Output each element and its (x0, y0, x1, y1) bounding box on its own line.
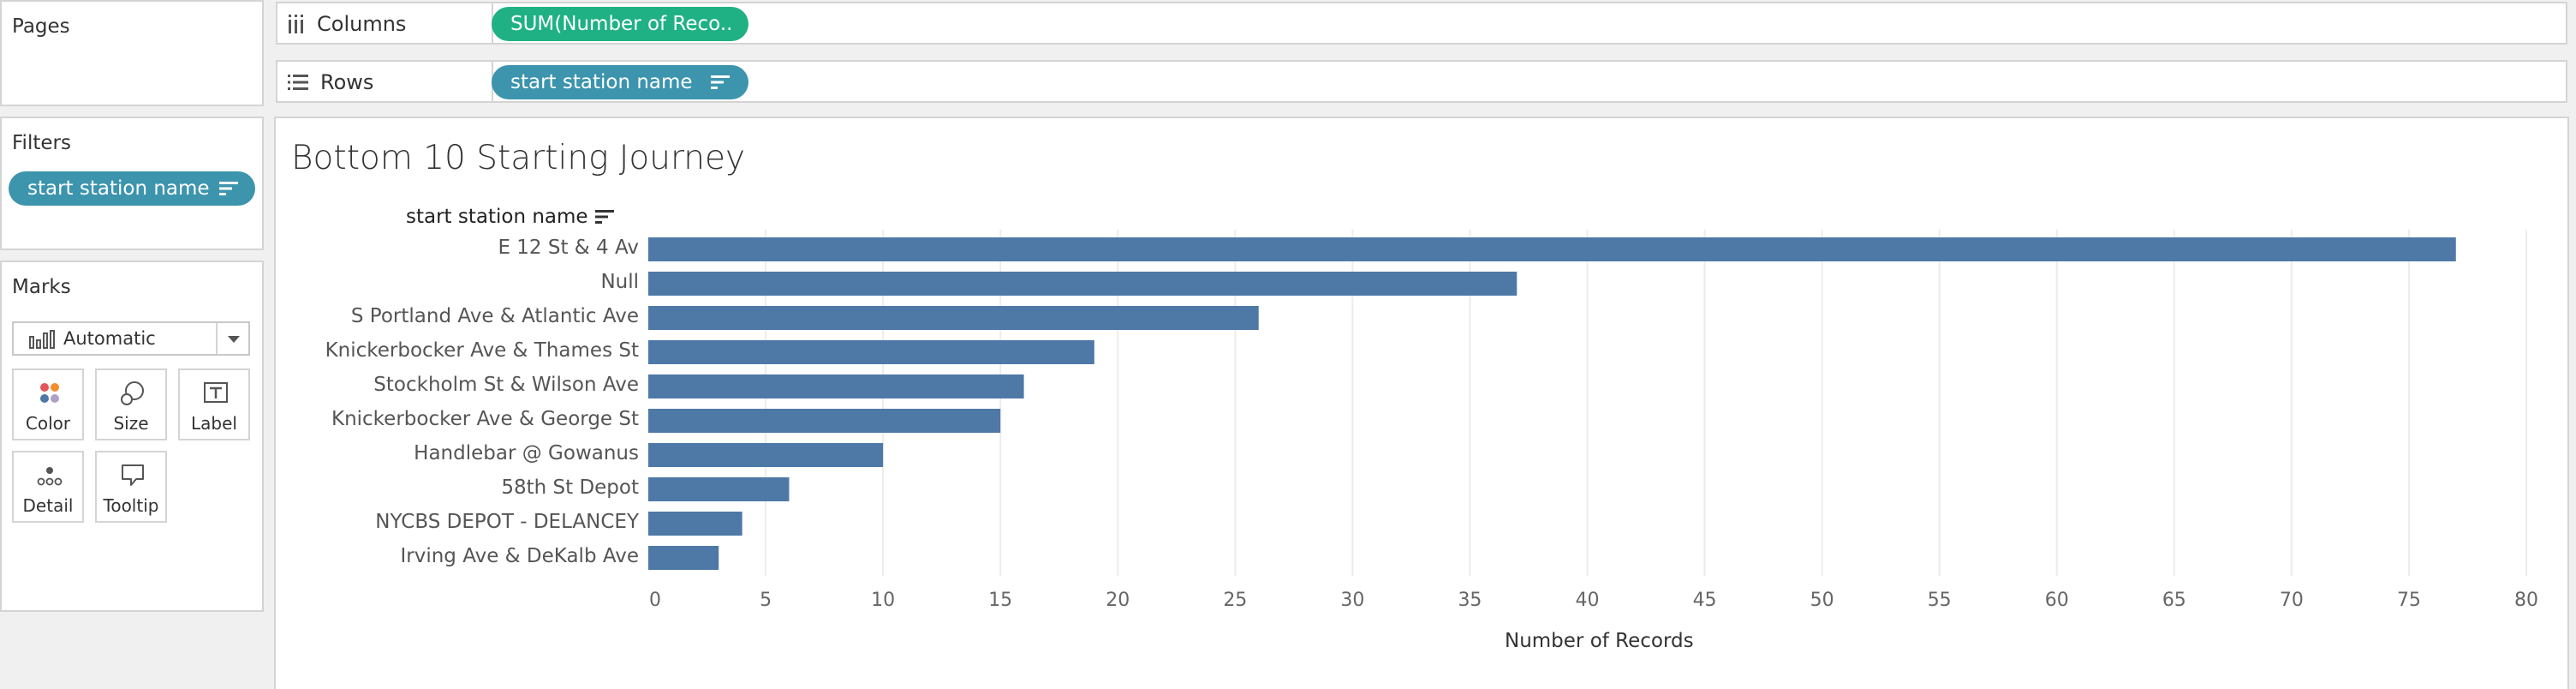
marks-label-button[interactable]: Label (178, 368, 250, 440)
tooltip-bubble-icon (122, 464, 144, 486)
filter-pill-label: start station name (27, 177, 210, 200)
pages-title: Pages (12, 15, 70, 38)
marks-title: Marks (12, 276, 71, 298)
rows-shelf-header: Rows (288, 70, 373, 94)
x-tick-label: 80 (2514, 590, 2538, 611)
columns-pill-label: SUM(Number of Reco.. (510, 13, 733, 35)
pages-panel: Pages (0, 0, 264, 106)
columns-icon (289, 15, 303, 33)
x-tick-label: 75 (2396, 590, 2421, 611)
columns-shelf-label: Columns (317, 12, 407, 36)
x-tick-label: 20 (1106, 590, 1130, 611)
rows-shelf[interactable]: Rows start station name (276, 60, 2567, 103)
category-label[interactable]: Null (600, 271, 639, 293)
marks-tooltip-button[interactable]: Tooltip (95, 451, 167, 523)
marks-detail-label: Detail (22, 495, 74, 516)
x-tick-label: 25 (1223, 590, 1248, 611)
x-tick-label: 70 (2279, 590, 2304, 611)
x-tick-label: 30 (1340, 590, 1365, 611)
color-dots-icon (40, 383, 59, 403)
sort-icon (711, 75, 730, 89)
x-tick-label: 50 (1810, 590, 1834, 611)
marks-size-label: Size (113, 413, 149, 434)
label-t-icon (204, 382, 228, 403)
row-axis-header[interactable]: start station name (406, 206, 614, 228)
rows-shelf-label: Rows (320, 70, 374, 94)
marks-size-button[interactable]: Size (95, 368, 167, 440)
sort-icon (219, 182, 238, 195)
marks-color-button[interactable]: Color (12, 368, 84, 440)
x-tick-label: 10 (871, 590, 896, 611)
x-tick-label: 35 (1458, 590, 1482, 611)
chart-title: Bottom 10 Starting Journey (291, 139, 746, 177)
category-label[interactable]: E 12 St & 4 Av (498, 237, 639, 259)
category-label[interactable]: 58th St Depot (501, 476, 639, 499)
columns-pill-sum-number-of-records[interactable]: SUM(Number of Reco.. (492, 7, 748, 41)
category-label[interactable]: Irving Ave & DeKalb Ave (400, 545, 639, 567)
row-axis-header-label: start station name (406, 206, 588, 228)
category-label[interactable]: S Portland Ave & Atlantic Ave (350, 305, 639, 327)
columns-shelf[interactable]: Columns SUM(Number of Reco.. (276, 2, 2567, 45)
x-tick-label: 0 (649, 590, 661, 611)
sort-icon (594, 210, 614, 224)
x-tick-label: 55 (1927, 590, 1952, 611)
viz-panel (274, 117, 2569, 689)
chevron-down-icon (228, 336, 240, 343)
filters-title: Filters (12, 132, 71, 154)
rows-pill-label: start station name (510, 71, 693, 93)
x-tick-label: 5 (760, 590, 772, 611)
marks-color-label: Color (25, 413, 71, 434)
category-label[interactable]: Handlebar @ Gowanus (414, 442, 639, 464)
dropdown-divider (216, 323, 218, 354)
category-label[interactable]: Knickerbocker Ave & Thames St (325, 339, 639, 362)
category-label[interactable]: Stockholm St & Wilson Ave (373, 374, 639, 396)
x-tick-label: 60 (2044, 590, 2069, 611)
columns-shelf-header: Columns (288, 12, 406, 36)
marks-label-label: Label (191, 413, 237, 434)
rows-icon (288, 75, 308, 90)
mark-type-value: Automatic (63, 328, 156, 349)
x-tick-label: 40 (1575, 590, 1600, 611)
rows-pill-start-station-name[interactable]: start station name (492, 65, 748, 99)
marks-tooltip-label: Tooltip (103, 495, 159, 516)
filter-pill-start-station-name[interactable]: start station name (9, 171, 255, 206)
size-circles-icon (121, 381, 144, 405)
x-axis-title: Number of Records (1505, 630, 1694, 652)
category-label[interactable]: NYCBS DEPOT - DELANCEY (375, 511, 639, 533)
x-tick-label: 45 (1692, 590, 1717, 611)
marks-detail-button[interactable]: Detail (12, 451, 84, 523)
x-tick-label: 15 (988, 590, 1013, 611)
mark-type-dropdown[interactable]: Automatic (12, 321, 250, 356)
x-tick-label: 65 (2162, 590, 2186, 611)
detail-dots-icon (37, 467, 63, 486)
category-label[interactable]: Knickerbocker Ave & George St (331, 408, 639, 430)
bar-chart-icon (29, 330, 55, 349)
